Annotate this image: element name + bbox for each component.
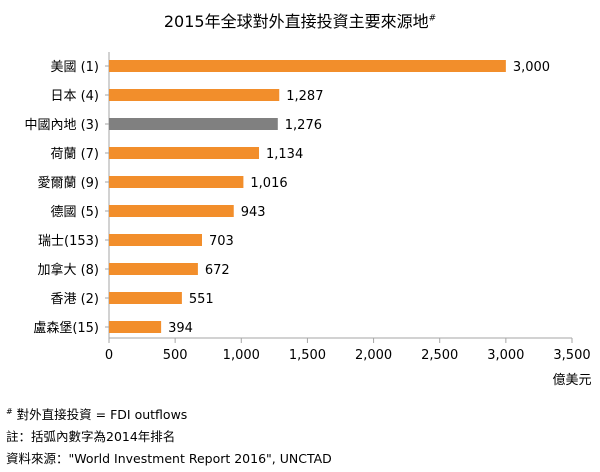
bar [109, 118, 278, 130]
category-label: 日本 (4) [50, 89, 99, 104]
x-tick-label: 2,000 [355, 348, 392, 363]
category-label: 盧森堡(15) [33, 320, 99, 336]
category-label: 香港 (2) [50, 292, 99, 307]
category-label: 瑞士(153) [38, 234, 99, 249]
x-tick-label: 3,500 [553, 348, 590, 363]
x-tick-label: 1,500 [289, 348, 326, 363]
note-ranking: 註：括弧內數字為2014年排名 [6, 429, 176, 444]
category-label: 荷蘭 (7) [50, 146, 99, 162]
category-label: 加拿大 (8) [37, 262, 99, 278]
category-label: 德國 (5) [50, 205, 99, 220]
bar [109, 321, 162, 333]
bar [109, 147, 260, 159]
x-tick-label: 500 [163, 348, 188, 363]
bar [109, 205, 234, 217]
bar [109, 263, 198, 275]
value-label: 1,287 [286, 89, 323, 104]
value-label: 551 [189, 292, 214, 307]
note-fdi: # 對外直接投資 = FDI outflows [6, 404, 187, 423]
bar [109, 60, 506, 72]
chart-title-text: 2015年全球對外直接投資主要來源地 [163, 12, 429, 31]
category-label: 中國內地 (3) [24, 118, 99, 133]
chart-title-mark: # [428, 13, 437, 24]
x-tick-label: 0 [105, 348, 113, 363]
category-label: 愛爾蘭 (9) [37, 175, 99, 191]
note-source: 資料來源："World Investment Report 2016", UNC… [6, 451, 332, 466]
value-label: 1,016 [250, 176, 287, 191]
x-tick-label: 2,500 [421, 348, 458, 363]
value-label: 1,276 [285, 118, 322, 133]
bar [109, 292, 182, 304]
value-label: 943 [241, 205, 266, 220]
note-fdi-mark: # [6, 406, 13, 416]
value-label: 3,000 [513, 60, 550, 75]
category-label: 美國 (1) [50, 60, 99, 75]
value-label: 1,134 [266, 147, 303, 162]
chart-title: 2015年全球對外直接投資主要來源地# [0, 8, 600, 32]
bar [109, 176, 244, 188]
value-label: 672 [205, 263, 230, 278]
x-tick-label: 1,000 [223, 348, 260, 363]
value-label: 394 [168, 321, 193, 336]
x-axis-label: 億美元 [552, 372, 591, 388]
x-tick-label: 3,000 [487, 348, 524, 363]
value-label: 703 [209, 234, 234, 249]
bar [109, 234, 202, 246]
bar [109, 89, 280, 101]
note-fdi-text: 對外直接投資 = FDI outflows [12, 407, 188, 422]
